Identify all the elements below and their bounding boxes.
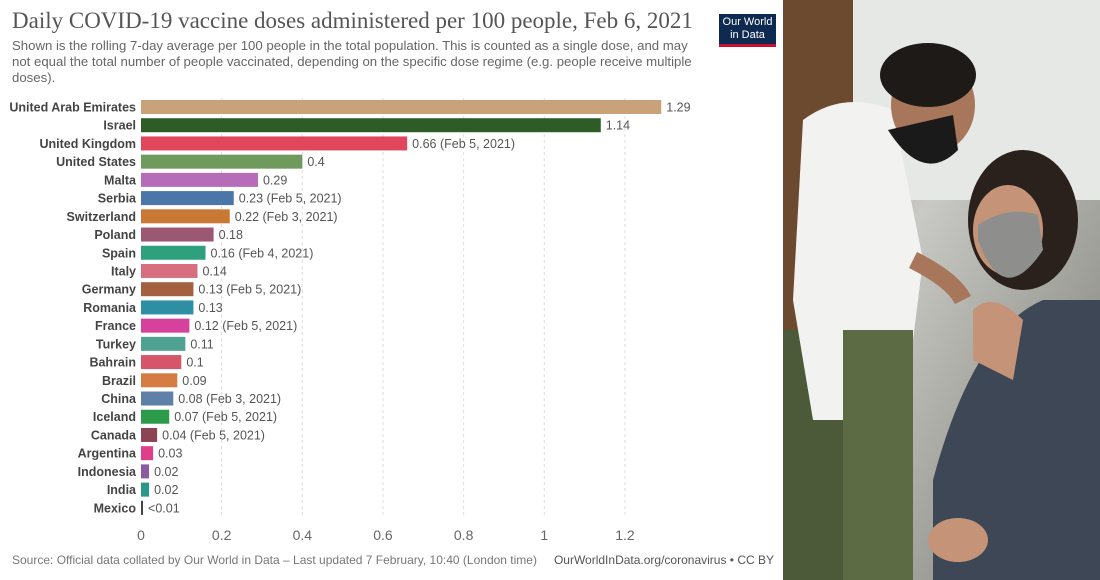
bar-chart: 0 0.2 0.4 0.6 0.8 1 1.2 United Arab Emirates 1.2…: [9, 98, 691, 543]
category-label: Israel: [103, 119, 136, 133]
bar[interactable]: [141, 100, 662, 114]
chart-subtitle: Shown is the rolling 7-day average per 1…: [12, 38, 692, 85]
value-label: 0.23 (Feb 5, 2021): [239, 192, 342, 206]
x-tick-label: 1.2: [615, 527, 635, 543]
bar[interactable]: [141, 482, 150, 497]
value-label: 0.08 (Feb 3, 2021): [178, 392, 281, 406]
bar[interactable]: [141, 282, 194, 297]
bar[interactable]: [141, 245, 206, 260]
category-label: India: [107, 483, 137, 497]
x-tick-label: 0.8: [454, 527, 474, 543]
bar[interactable]: [141, 172, 258, 187]
category-label: Argentina: [78, 447, 137, 461]
bar[interactable]: [141, 355, 182, 370]
value-label: 0.22 (Feb 3, 2021): [235, 210, 338, 224]
category-label: Serbia: [98, 192, 137, 206]
value-label: 0.16 (Feb 4, 2021): [211, 246, 314, 260]
value-label: 0.4: [307, 155, 324, 169]
bar[interactable]: [141, 373, 178, 388]
vaccination-photo: [783, 0, 1100, 580]
value-label: 0.04 (Feb 5, 2021): [162, 428, 265, 442]
category-label: Romania: [83, 301, 137, 315]
value-label: 0.66 (Feb 5, 2021): [412, 137, 515, 151]
category-label: France: [95, 319, 136, 333]
category-label: Spain: [102, 246, 136, 260]
category-label: Italy: [111, 264, 136, 278]
bar[interactable]: [141, 227, 214, 242]
category-label: United Kingdom: [39, 137, 136, 151]
value-label: 1.14: [606, 119, 630, 133]
value-label: 0.02: [154, 465, 178, 479]
bar[interactable]: [141, 318, 190, 333]
bar[interactable]: [141, 427, 158, 442]
value-label: 0.1: [186, 356, 203, 370]
bar[interactable]: [141, 336, 186, 351]
bar[interactable]: [141, 263, 198, 278]
bar[interactable]: [141, 391, 174, 406]
owid-logo[interactable]: Our World in Data: [719, 14, 776, 47]
value-label: 0.07 (Feb 5, 2021): [174, 410, 277, 424]
category-label: Bahrain: [89, 356, 136, 370]
x-tick-label: 0: [137, 527, 145, 543]
credit-link[interactable]: OurWorldInData.org/coronavirus • CC BY: [553, 553, 774, 567]
category-label: Canada: [91, 428, 137, 442]
category-label: Poland: [94, 228, 136, 242]
logo-text: Our World in Data: [722, 16, 773, 41]
value-label: 0.18: [219, 228, 243, 242]
value-label: 0.13: [198, 301, 222, 315]
bar[interactable]: [141, 300, 194, 315]
value-label: 0.03: [158, 447, 182, 461]
bar[interactable]: [141, 500, 144, 515]
x-tick-label: 0.4: [293, 527, 313, 543]
photo-illustration: [783, 0, 1100, 580]
value-label: 0.09: [182, 374, 206, 388]
category-label: Turkey: [96, 337, 136, 351]
category-label: Germany: [82, 283, 136, 297]
value-label: <0.01: [148, 501, 180, 515]
category-label: United Arab Emirates: [9, 101, 136, 115]
chart-title: Daily COVID-19 vaccine doses administere…: [12, 8, 693, 33]
bar[interactable]: [141, 118, 601, 133]
value-label: 0.11: [190, 337, 213, 351]
value-label: 1.29: [666, 101, 690, 115]
category-label: Switzerland: [67, 210, 136, 224]
category-label: Iceland: [93, 410, 136, 424]
bar[interactable]: [141, 209, 230, 224]
value-label: 0.02: [154, 483, 178, 497]
category-label: China: [101, 392, 137, 406]
bar[interactable]: [141, 191, 234, 206]
value-label: 0.13 (Feb 5, 2021): [198, 283, 301, 297]
value-label: 0.29: [263, 173, 287, 187]
x-tick-label: 0.6: [373, 527, 393, 543]
value-label: 0.12 (Feb 5, 2021): [194, 319, 297, 333]
category-label: Mexico: [94, 501, 137, 515]
category-label: Brazil: [102, 374, 136, 388]
x-tick-label: 0.2: [212, 527, 232, 543]
bar[interactable]: [141, 409, 170, 424]
category-label: Malta: [104, 173, 137, 187]
category-label: United States: [56, 155, 136, 169]
x-tick-label: 1: [540, 527, 548, 543]
category-label: Indonesia: [78, 465, 137, 479]
bar[interactable]: [141, 136, 408, 151]
value-label: 0.14: [202, 264, 226, 278]
bar[interactable]: [141, 154, 303, 169]
bar[interactable]: [141, 446, 154, 461]
chart-panel: Daily COVID-19 vaccine doses administere…: [9, 8, 776, 567]
bar[interactable]: [141, 464, 150, 479]
source-note: Source: Official data collated by Our Wo…: [12, 553, 537, 567]
